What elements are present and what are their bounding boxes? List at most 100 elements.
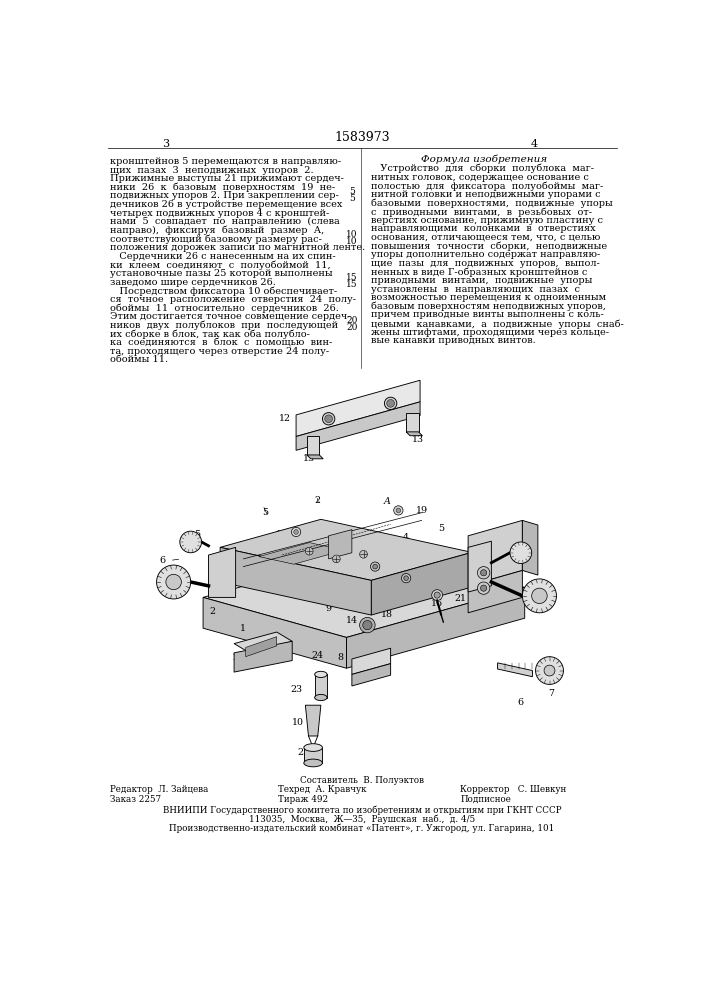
Text: базовыми  поверхностями,  подвижные  упоры: базовыми поверхностями, подвижные упоры [371,198,613,208]
Text: обоймы  11  относительно  сердечников  26.: обоймы 11 относительно сердечников 26. [110,304,339,313]
Circle shape [387,400,395,407]
Text: 12: 12 [279,414,291,423]
Text: установочные пазы 25 которой выполнены: установочные пазы 25 которой выполнены [110,269,333,278]
Text: положения дорожек записи по магнитной ленте.: положения дорожек записи по магнитной ле… [110,243,366,252]
Circle shape [385,397,397,410]
Text: 23: 23 [290,685,302,694]
Circle shape [166,574,182,590]
Text: обоймы 11.: обоймы 11. [110,355,168,364]
Text: 15: 15 [346,280,358,289]
Text: направо),  фиксируя  базовый  размер  А,: направо), фиксируя базовый размер А, [110,226,325,235]
Circle shape [363,620,372,630]
Text: 5: 5 [349,194,355,203]
Text: 113035,  Москва,  Ж—35,  Раушская  наб.,  д. 4/5: 113035, Москва, Ж—35, Раушская наб., д. … [249,815,475,824]
Circle shape [432,590,443,600]
Text: 25: 25 [245,643,257,652]
Text: Подписное: Подписное [460,795,511,804]
Text: причем приводные винты выполнены с коль-: причем приводные винты выполнены с коль- [371,310,604,319]
Polygon shape [346,587,525,668]
Text: жены штифтами, проходящими через кольце-: жены штифтами, проходящими через кольце- [371,328,609,337]
Text: ВНИИПИ Государственного комитета по изобретениям и открытиям при ГКНТ СССР: ВНИИПИ Государственного комитета по изоб… [163,805,561,815]
Circle shape [535,657,563,684]
Text: четырех подвижных упоров 4 с кронштей-: четырех подвижных упоров 4 с кронштей- [110,209,329,218]
Text: кронштейнов 5 перемещаются в направляю-: кронштейнов 5 перемещаются в направляю- [110,157,341,166]
Text: Устройство  для  сборки  полублока  маг-: Устройство для сборки полублока маг- [371,164,595,173]
Polygon shape [468,570,522,613]
Text: 26: 26 [303,591,315,600]
Text: Техред  А. Кравчук: Техред А. Кравчук [279,785,367,794]
Text: 5: 5 [477,602,483,611]
Text: Формула изобретения: Формула изобретения [421,155,547,164]
Polygon shape [246,637,276,657]
Text: 1583973: 1583973 [334,131,390,144]
Circle shape [402,574,411,583]
Polygon shape [468,520,522,586]
Text: 5: 5 [262,508,268,517]
Text: 9: 9 [325,604,332,613]
Polygon shape [220,519,472,580]
Text: 3: 3 [349,543,355,552]
Text: 24: 24 [311,651,323,660]
Text: 10: 10 [346,230,358,239]
Text: 22: 22 [369,537,381,546]
Text: подвижных упоров 2. При закреплении сер-: подвижных упоров 2. При закреплении сер- [110,191,339,200]
Polygon shape [329,530,352,559]
Text: 7: 7 [548,689,554,698]
Text: 5: 5 [194,530,200,539]
Polygon shape [371,552,472,615]
Circle shape [477,567,490,579]
Circle shape [481,585,486,591]
Text: 2: 2 [314,496,320,505]
Polygon shape [307,455,323,459]
Polygon shape [203,547,525,637]
Polygon shape [352,648,391,674]
Text: заведомо шире сердечников 26.: заведомо шире сердечников 26. [110,278,276,287]
Circle shape [396,508,401,513]
Polygon shape [352,664,391,686]
Text: 2: 2 [209,607,216,616]
Circle shape [481,570,486,576]
Circle shape [221,560,227,566]
Text: соответствующий базовому размеру рас-: соответствующий базовому размеру рас- [110,235,322,244]
Text: 1: 1 [240,624,246,633]
Text: нами  5  совпадает  по  направлению  (слева: нами 5 совпадает по направлению (слева [110,217,340,226]
Circle shape [218,557,230,568]
Polygon shape [220,547,371,615]
Circle shape [532,588,547,604]
Circle shape [360,617,375,633]
Text: упоры дополнительно содержат направляю-: упоры дополнительно содержат направляю- [371,250,600,259]
Ellipse shape [315,671,327,677]
Ellipse shape [304,744,322,751]
Text: 4: 4 [530,139,537,149]
Circle shape [544,665,555,676]
Polygon shape [498,663,532,677]
Text: 20: 20 [346,323,358,332]
Text: ники  26  к  базовым  поверхностям  19  не-: ники 26 к базовым поверхностям 19 не- [110,183,335,192]
Circle shape [522,579,556,613]
Circle shape [291,527,300,537]
Polygon shape [209,547,235,597]
Text: Сердечники 26 с нанесенным на их спин-: Сердечники 26 с нанесенным на их спин- [110,252,336,261]
Polygon shape [304,748,322,763]
Text: та, проходящего через отверстие 24 полу-: та, проходящего через отверстие 24 полу- [110,347,329,356]
Polygon shape [234,632,292,653]
Text: 4: 4 [403,533,409,542]
Text: ников  двух  полублоков  при  последующей: ников двух полублоков при последующей [110,321,338,330]
Text: 17: 17 [284,556,296,565]
Circle shape [404,576,409,580]
Text: нитной головки и неподвижными упорами с: нитной головки и неподвижными упорами с [371,190,601,199]
Text: 19: 19 [416,506,428,515]
Text: ся  точное  расположение  отверстия  24  полу-: ся точное расположение отверстия 24 полу… [110,295,356,304]
Text: 6: 6 [325,537,332,546]
Polygon shape [315,674,327,698]
Text: нитных головок, содержащее основание с: нитных головок, содержащее основание с [371,173,589,182]
Text: 8: 8 [337,653,344,662]
Polygon shape [296,380,420,436]
Text: их сборке в блок, так как оба полубло-: их сборке в блок, так как оба полубло- [110,329,310,339]
Polygon shape [406,413,419,432]
Text: 10: 10 [291,718,303,727]
Text: ки  клеем  соединяют  с  полуобоймой  11,: ки клеем соединяют с полуобоймой 11, [110,260,331,270]
Polygon shape [305,705,321,736]
Text: 20: 20 [346,316,358,325]
Text: Производственно-издательский комбинат «Патент», г. Ужгород, ул. Гагарина, 101: Производственно-издательский комбинат «П… [169,824,554,833]
